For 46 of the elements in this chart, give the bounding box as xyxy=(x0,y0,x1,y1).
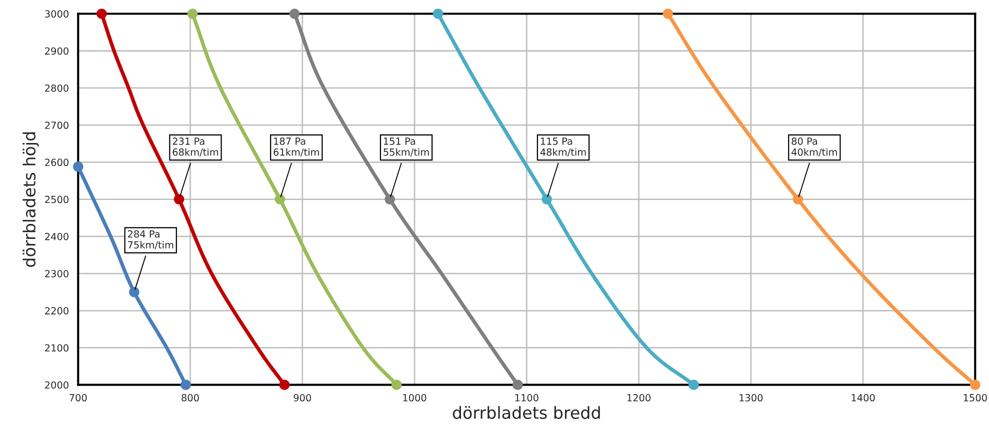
y-tick-label: 2000 xyxy=(45,381,68,389)
point xyxy=(662,8,674,19)
y-tick-label: 3000 xyxy=(45,10,68,18)
point xyxy=(384,194,396,204)
annotation: 151 Pa 55km/tim xyxy=(384,138,429,157)
x-tick-label: 1500 xyxy=(964,394,987,402)
point xyxy=(391,380,402,390)
x-tick-label: 1100 xyxy=(515,394,538,402)
point xyxy=(432,8,444,19)
y-tick-label: 2600 xyxy=(45,158,68,166)
y-tick-label: 2800 xyxy=(45,84,68,92)
x-axis-title: dörrbladets bredd xyxy=(452,406,600,419)
y-tick-label: 2700 xyxy=(45,122,68,129)
point xyxy=(279,380,290,390)
point xyxy=(512,380,523,390)
point xyxy=(289,8,300,19)
point xyxy=(72,161,84,172)
point xyxy=(970,380,980,390)
point xyxy=(274,194,286,204)
point xyxy=(129,286,140,298)
point xyxy=(187,8,198,19)
x-tick-label: 900 xyxy=(294,394,312,402)
point xyxy=(174,194,184,204)
x-tick-label: 1200 xyxy=(627,394,650,402)
x-tick-label: 1400 xyxy=(852,394,875,402)
point xyxy=(542,194,552,204)
x-tick-label: 1300 xyxy=(740,394,763,402)
point xyxy=(792,194,804,204)
x-tick-label: 700 xyxy=(70,394,87,402)
y-tick-label: 2400 xyxy=(45,232,68,240)
x-tick-label: 800 xyxy=(182,394,199,402)
y-tick-label: 2500 xyxy=(45,196,68,204)
annotation: 115 Pa 48km/tim xyxy=(540,138,586,157)
annotation: 80 Pa 40km/tim xyxy=(792,138,837,157)
point xyxy=(688,380,699,390)
annotation: 187 Pa 61km/tim xyxy=(274,138,319,157)
point xyxy=(180,380,191,390)
y-tick-label: 2300 xyxy=(45,270,68,278)
annotation: 284 Pa 75km/tim xyxy=(128,230,174,250)
annotation: 231 Pa 68km/tim xyxy=(172,138,218,157)
point xyxy=(96,8,107,19)
y-tick-label: 2100 xyxy=(45,344,68,352)
x-tick-label: 1000 xyxy=(403,394,426,402)
y-tick-label: 2200 xyxy=(45,307,68,314)
y-tick-label: 2900 xyxy=(45,47,68,55)
y-axis-title: dörrbladets höjd xyxy=(22,132,39,267)
